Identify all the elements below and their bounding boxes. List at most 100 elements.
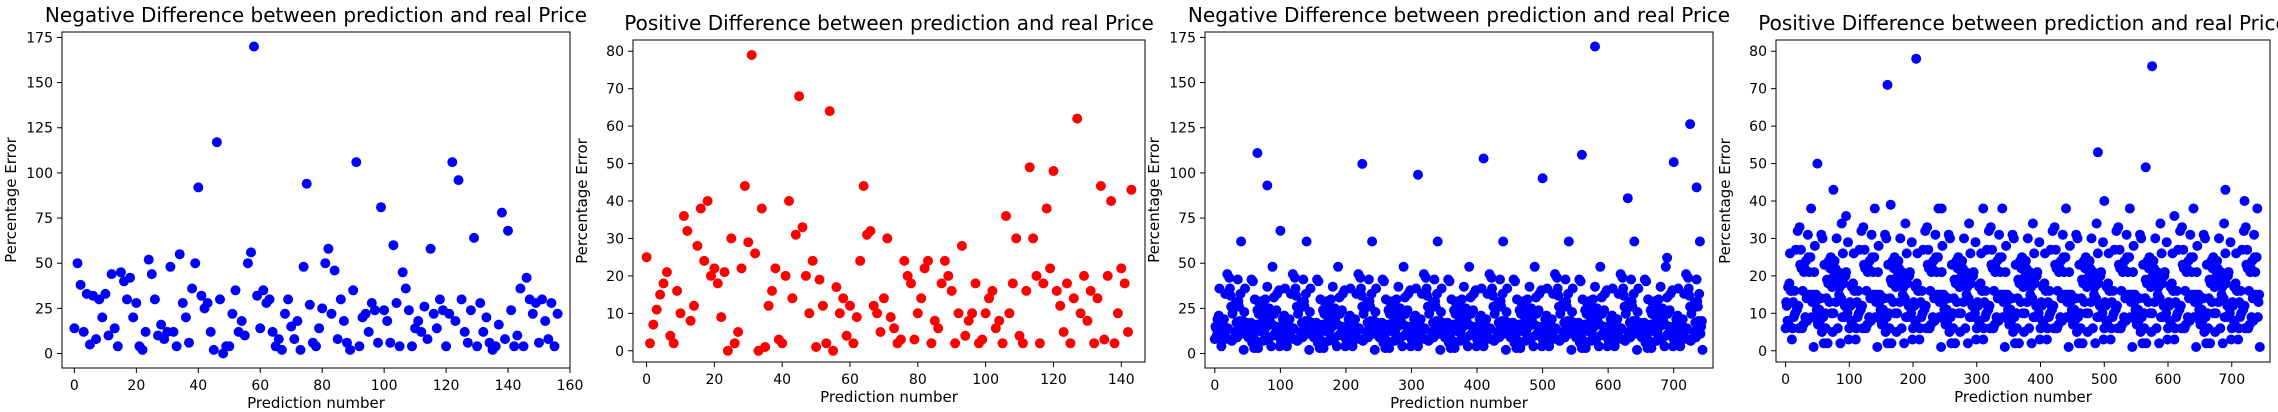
- data-point: [936, 278, 947, 289]
- data-point: [1367, 236, 1378, 247]
- data-point: [1841, 211, 1852, 221]
- data-point: [515, 283, 526, 294]
- data-point: [379, 305, 390, 316]
- x-tick-label: 100: [1267, 378, 1294, 394]
- data-point: [828, 345, 839, 356]
- data-point: [69, 323, 80, 334]
- data-point: [1664, 305, 1675, 316]
- data-point: [1232, 274, 1243, 285]
- data-point: [1500, 344, 1511, 355]
- data-point: [1274, 341, 1285, 352]
- x-tick-label: 160: [557, 378, 584, 394]
- data-point: [1848, 278, 1859, 289]
- data-point: [1997, 203, 2008, 214]
- data-point: [2124, 203, 2135, 214]
- data-point: [122, 294, 132, 305]
- data-point: [682, 226, 693, 236]
- data-point: [2033, 308, 2044, 319]
- data-point: [1106, 196, 1117, 206]
- data-point: [2188, 203, 2199, 214]
- data-point: [1895, 233, 1906, 244]
- data-point: [661, 267, 672, 278]
- data-point: [1478, 153, 1489, 164]
- data-point: [1963, 293, 1974, 304]
- data-point: [264, 294, 275, 305]
- data-point: [2108, 285, 2119, 296]
- data-point: [685, 315, 696, 326]
- x-tick-label: 400: [1464, 378, 1491, 394]
- x-tick-label: 140: [495, 378, 522, 394]
- data-point: [292, 316, 303, 326]
- data-point: [1014, 330, 1025, 341]
- data-point: [1842, 308, 1853, 319]
- data-point: [131, 298, 142, 308]
- data-point: [255, 323, 266, 334]
- data-point: [407, 341, 417, 352]
- data-point: [472, 341, 483, 352]
- y-tick-label: 0: [44, 347, 53, 363]
- data-point: [363, 326, 374, 337]
- data-point: [1959, 233, 1969, 244]
- data-point: [2223, 267, 2234, 278]
- data-point: [1793, 300, 1804, 311]
- data-point: [2224, 308, 2235, 319]
- data-point: [518, 341, 529, 352]
- data-point: [909, 334, 920, 345]
- data-point: [2145, 282, 2156, 293]
- data-point: [2254, 289, 2265, 300]
- data-point: [946, 285, 957, 296]
- data-point: [317, 303, 328, 314]
- data-point: [1331, 341, 1342, 352]
- data-point: [987, 285, 998, 296]
- data-point: [2064, 240, 2075, 251]
- data-point: [2254, 342, 2265, 352]
- y-axis-label: Percentage Error: [1716, 137, 1734, 264]
- data-point: [1602, 341, 1613, 352]
- data-point: [722, 345, 733, 356]
- data-point: [645, 338, 655, 349]
- data-point: [2087, 323, 2098, 334]
- data-point: [211, 137, 222, 148]
- data-point: [797, 222, 808, 233]
- data-point: [246, 247, 256, 258]
- data-point: [354, 341, 365, 352]
- data-point: [422, 334, 433, 345]
- data-point: [760, 342, 771, 352]
- data-point: [304, 299, 315, 310]
- data-point: [953, 308, 964, 319]
- data-point: [875, 327, 886, 337]
- data-point: [168, 326, 179, 337]
- y-tick-label: 80: [1749, 44, 1767, 60]
- data-point: [1932, 252, 1943, 263]
- x-axis-label: Prediction number: [1390, 394, 1529, 412]
- data-point: [540, 316, 551, 326]
- data-point: [2157, 278, 2168, 289]
- data-point: [91, 334, 102, 345]
- data-point: [1836, 293, 1846, 304]
- data-point: [2175, 300, 2186, 311]
- data-point: [1333, 261, 1344, 272]
- data-point: [1841, 267, 1852, 278]
- data-point: [360, 308, 371, 319]
- data-point: [1922, 222, 1933, 233]
- data-point: [1794, 222, 1805, 233]
- data-point: [1082, 315, 1093, 326]
- data-point: [767, 285, 777, 296]
- y-tick-label: 50: [606, 157, 624, 173]
- data-point: [2169, 334, 2180, 345]
- data-point: [2185, 229, 2196, 240]
- data-point: [1857, 300, 1868, 311]
- data-point: [369, 305, 380, 316]
- data-point: [2252, 203, 2263, 214]
- data-point: [376, 202, 386, 213]
- data-point: [1119, 278, 1130, 289]
- x-tick-label: 60: [251, 378, 269, 394]
- data-point: [543, 334, 554, 345]
- data-point: [1899, 338, 1910, 349]
- data-point: [838, 293, 849, 304]
- data-point: [1838, 278, 1849, 289]
- data-point: [943, 270, 954, 281]
- data-point: [2092, 248, 2103, 259]
- data-point: [1965, 248, 1976, 259]
- data-point: [1566, 344, 1577, 355]
